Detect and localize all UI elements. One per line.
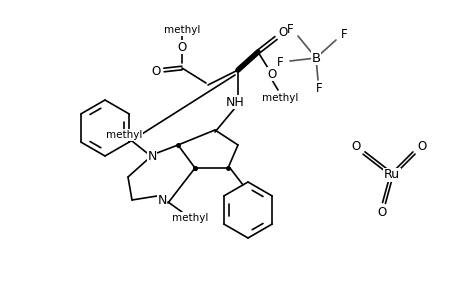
Text: N: N xyxy=(147,151,157,164)
Text: O: O xyxy=(376,206,386,218)
Text: NH: NH xyxy=(225,95,244,109)
Text: B: B xyxy=(311,52,320,64)
Text: Ru: Ru xyxy=(383,169,399,182)
Text: methyl: methyl xyxy=(106,130,142,140)
Text: F: F xyxy=(340,28,347,40)
Text: F: F xyxy=(286,22,293,35)
Text: O: O xyxy=(151,64,160,77)
Text: methyl: methyl xyxy=(172,213,208,223)
Text: F: F xyxy=(315,82,322,94)
Text: F: F xyxy=(276,56,283,68)
Text: O: O xyxy=(278,26,287,38)
Text: O: O xyxy=(267,68,276,80)
Text: O: O xyxy=(416,140,425,152)
Text: methyl: methyl xyxy=(261,93,297,103)
Text: N: N xyxy=(157,194,166,206)
Text: O: O xyxy=(351,140,360,152)
Text: methyl: methyl xyxy=(163,25,200,35)
Text: O: O xyxy=(177,40,186,53)
